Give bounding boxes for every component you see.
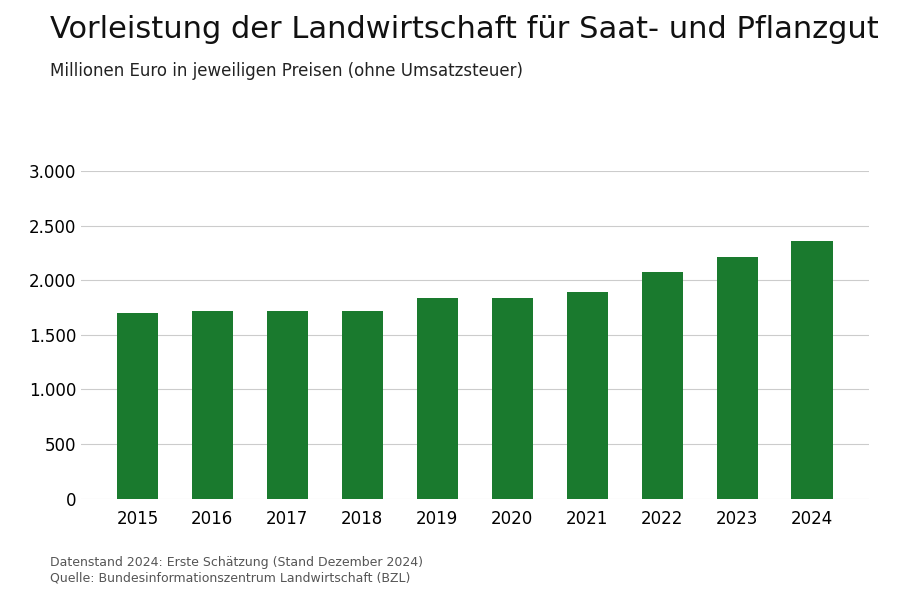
Bar xyxy=(266,311,308,499)
Bar xyxy=(791,241,832,499)
Bar xyxy=(642,271,683,499)
Bar xyxy=(491,298,533,499)
Bar xyxy=(342,311,382,499)
Bar xyxy=(117,313,158,499)
Text: Datenstand 2024: Erste Schätzung (Stand Dezember 2024)
Quelle: Bundesinformation: Datenstand 2024: Erste Schätzung (Stand … xyxy=(50,556,422,584)
Bar xyxy=(417,298,458,499)
Text: Vorleistung der Landwirtschaft für Saat- und Pflanzgut: Vorleistung der Landwirtschaft für Saat-… xyxy=(50,15,878,44)
Bar xyxy=(567,292,608,499)
Bar xyxy=(716,257,758,499)
Text: Millionen Euro in jeweiligen Preisen (ohne Umsatzsteuer): Millionen Euro in jeweiligen Preisen (oh… xyxy=(50,62,523,80)
Bar xyxy=(192,311,233,499)
